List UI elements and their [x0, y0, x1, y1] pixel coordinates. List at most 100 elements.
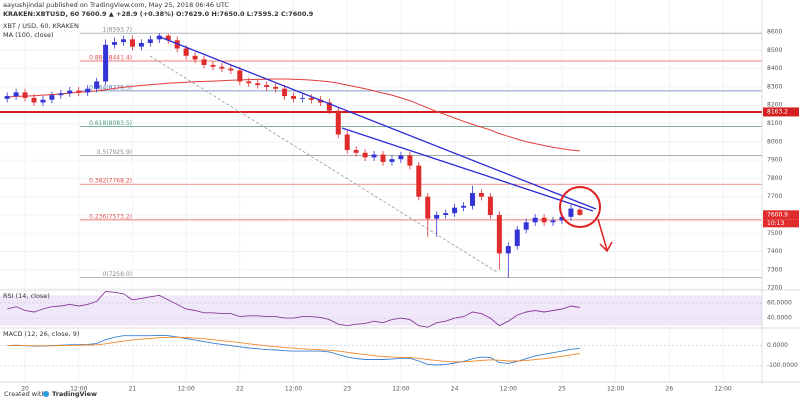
y-tick-label: 7800 [767, 175, 782, 182]
y-tick-label: 8200 [767, 102, 782, 109]
candle-body [326, 102, 332, 111]
dashed-line [149, 55, 498, 273]
candle-body [4, 96, 10, 99]
candle-body [40, 99, 46, 103]
candle-body [183, 48, 189, 56]
y-tick-label: 8400 [767, 65, 782, 72]
candle-body [487, 196, 493, 215]
candle-body [550, 220, 556, 223]
candle-body [425, 196, 431, 219]
price-tag-label: 7600.9 [767, 211, 788, 218]
candle-body [165, 35, 171, 41]
candle-body [523, 222, 529, 230]
candle-body [514, 229, 520, 247]
macd-line [7, 334, 580, 366]
axes: 20 12:00 21 12:00 22 12:00 23 12:00 24 12:00 25 12:… [21, 29, 799, 393]
candle-body [371, 154, 377, 158]
candle-body [228, 68, 234, 71]
candle-body [58, 93, 64, 96]
x-tick-label: 24 [451, 386, 459, 393]
candle-body [478, 193, 484, 197]
candle-body [147, 39, 153, 43]
candle-body [532, 217, 538, 223]
candle-body [443, 213, 449, 215]
x-tick-label: 12:00 [177, 386, 194, 393]
trendline [159, 36, 597, 210]
y-tick-label: 7300 [767, 266, 782, 273]
candle-body [568, 208, 574, 217]
footer-brand[interactable]: TradingView [52, 390, 97, 398]
y-tick-label: -100.0000 [767, 362, 798, 369]
fib-label: 0.5(7925.9) [97, 149, 132, 156]
x-tick-label: 23 [343, 386, 351, 393]
price-axis-bg [762, 0, 800, 384]
x-tick-label: 20 [21, 386, 29, 393]
candle-body [201, 59, 207, 65]
candle-body [353, 150, 359, 153]
y-tick-label: 8500 [767, 47, 782, 54]
rsi-line [7, 291, 580, 328]
macd-label: MACD (12, 26, close, 9) [3, 330, 79, 338]
candle-body [67, 90, 73, 94]
x-tick-label: 12:00 [392, 386, 409, 393]
countdown-bg [763, 219, 799, 228]
candle-body [237, 70, 243, 82]
candle-body [255, 83, 261, 86]
candle-body [505, 246, 511, 254]
candle-body [120, 39, 127, 43]
y-tick-label: 7700 [767, 193, 782, 200]
resistance-tag-label: 8163.2 [767, 108, 788, 115]
candle-body [496, 214, 502, 254]
x-tick-label: 12:00 [500, 386, 517, 393]
candle-body [577, 209, 583, 215]
x-tick-label: 25 [558, 386, 566, 393]
candle-body [398, 155, 404, 160]
price-tag [763, 210, 799, 220]
candle-body [291, 96, 297, 99]
candle-body [416, 165, 422, 197]
x-tick-label: 12:00 [714, 386, 731, 393]
candle-body [246, 81, 252, 84]
resistance-tag [763, 107, 799, 117]
trendline [341, 127, 594, 212]
countdown: 10:13 [767, 220, 784, 227]
candle-body [317, 99, 323, 103]
candle-body [335, 110, 341, 135]
chart-title: XBT / USD, 60, KRAKEN [3, 22, 79, 30]
y-tick-label: 8600 [767, 29, 782, 36]
candle-body [76, 90, 82, 93]
fib-label: 0.618(8083.5) [89, 120, 132, 127]
arrow [597, 218, 613, 253]
candle-body [219, 66, 225, 69]
candle-body [264, 85, 270, 87]
y-tick-label: 8300 [767, 83, 782, 90]
ma-line [7, 78, 580, 152]
plot: 1(8593.7) 0.886(8441.4) 0.764(8278.5) 0.618… [0, 27, 762, 366]
x-tick-label: 12:00 [607, 386, 624, 393]
candle-body [192, 55, 198, 60]
y-tick-label: 7900 [767, 157, 782, 164]
candle-body [13, 92, 19, 97]
highlight-circle [559, 186, 601, 228]
candle-body [31, 97, 37, 103]
fib-label: 0.236(7573.2) [89, 213, 132, 220]
logo [43, 391, 49, 397]
y-tick-label: 0.0000 [767, 342, 788, 349]
y-tick-label: 7500 [767, 230, 782, 237]
rsi-band [0, 295, 762, 326]
y-tick-label: 60.0000 [767, 299, 792, 306]
x-tick-label: 22 [236, 386, 244, 393]
candle-body [94, 81, 100, 89]
candle-body [559, 216, 565, 221]
y-tick-label: 7400 [767, 248, 782, 255]
x-tick-label: 21 [129, 386, 137, 393]
y-tick-label: 40.0000 [767, 315, 792, 322]
fib-label: 0(7258.0) [103, 271, 133, 278]
candle-body [461, 205, 467, 208]
footer-created: Created with [4, 390, 46, 398]
candle-body [156, 35, 162, 40]
candle-body [407, 155, 413, 166]
x-tick-label: 12:00 [70, 386, 87, 393]
